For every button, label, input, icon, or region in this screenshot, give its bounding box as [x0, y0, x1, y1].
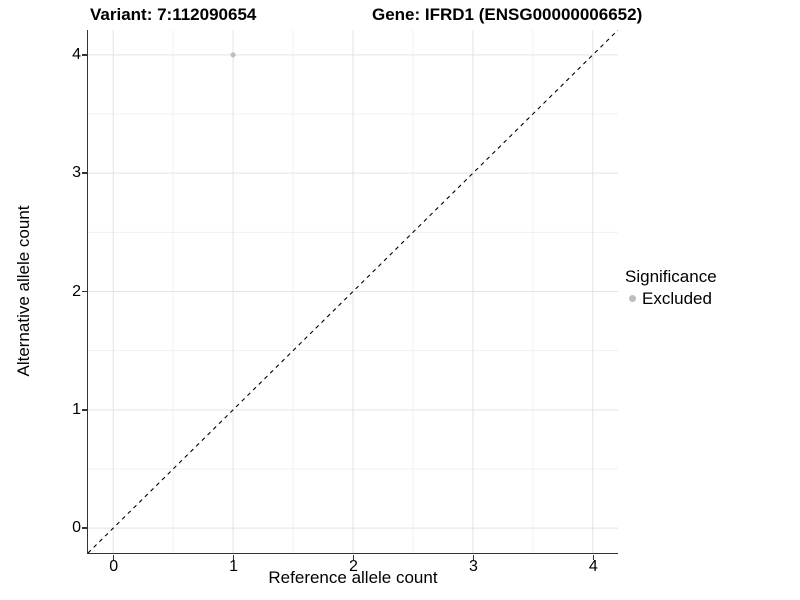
y-tick-mark: [82, 290, 87, 293]
legend-item-label: Excluded: [642, 289, 712, 308]
x-axis-label: Reference allele count: [268, 568, 438, 587]
data-point: [230, 52, 236, 58]
y-tick-mark: [82, 172, 87, 174]
y-axis-label: Alternative allele count: [14, 205, 33, 377]
plot-title-gene: Gene: IFRD1 (ENSG00000006652): [372, 5, 643, 24]
x-tick-label: 4: [588, 558, 598, 575]
y-tick-mark: [82, 409, 87, 411]
x-tick-label: 0: [109, 558, 119, 575]
y-tick-label: 1: [72, 400, 81, 418]
legend-title: Significance: [625, 267, 717, 286]
plot-canvas: [88, 30, 618, 553]
x-tick-label: 1: [229, 558, 239, 575]
x-tick-mark: [352, 554, 355, 560]
legend-item: Excluded: [625, 288, 717, 309]
legend: Significance Excluded: [625, 266, 717, 309]
x-tick-label: 3: [468, 558, 478, 575]
y-tick-label: 0: [72, 519, 81, 537]
legend-point-swatch-icon: [629, 295, 636, 302]
y-tick-label: 2: [72, 282, 81, 300]
y-tick-mark: [82, 527, 87, 529]
x-tick-mark: [592, 554, 595, 560]
plot-title-variant: Variant: 7:112090654: [90, 5, 257, 24]
x-tick-mark: [112, 554, 115, 560]
x-tick-mark: [472, 554, 475, 560]
x-tick-label: 2: [349, 558, 358, 575]
y-tick-label: 4: [72, 45, 81, 63]
x-tick-mark: [232, 554, 235, 560]
y-tick-mark: [82, 54, 87, 56]
y-tick-label: 3: [72, 164, 81, 182]
plot-panel: [87, 30, 618, 554]
